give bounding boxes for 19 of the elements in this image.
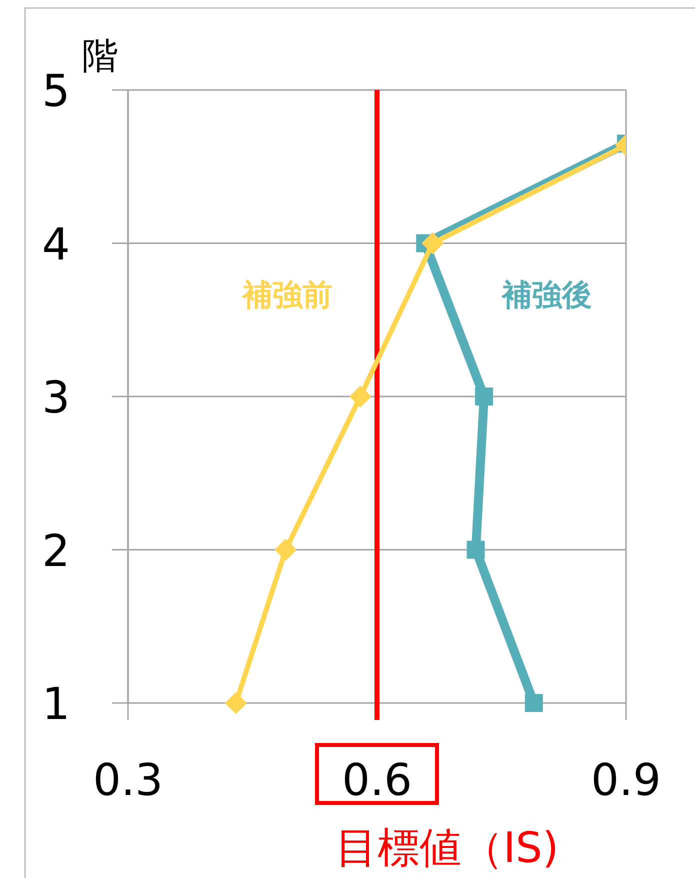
point [524,694,543,712]
point [274,538,297,561]
point [475,388,494,406]
point [422,232,444,254]
y-tick-label: 2 [42,526,70,577]
y-tick-label: 1 [42,679,70,730]
y-tick-label: 3 [42,372,70,424]
text: 補強前 [242,278,333,313]
x-axis-title: 目標値（IS) [335,823,559,872]
point [466,540,485,559]
series-label: 補強後 [501,278,592,313]
x-tick-label: 0.3 [93,755,163,806]
point [224,692,247,714]
y-axis-title: 階 [82,36,118,77]
x-tick-label: 0.9 [591,755,661,806]
y-tick-label: 5 [42,66,70,117]
y-tick-label: 4 [42,219,70,270]
point [349,386,372,408]
x-tick-label: 0.6 [342,755,412,806]
